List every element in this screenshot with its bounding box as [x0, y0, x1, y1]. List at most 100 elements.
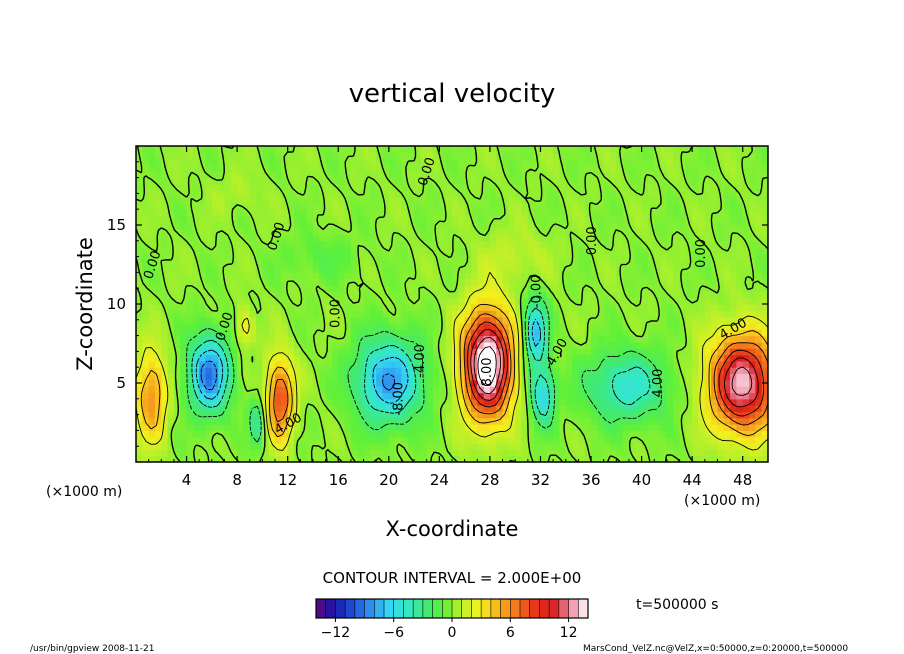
heat-cell [464, 146, 472, 153]
heat-cell [331, 329, 339, 337]
heat-cell [426, 234, 434, 242]
heat-cell [401, 322, 409, 330]
heat-cell [635, 379, 643, 387]
heat-cell [565, 386, 573, 394]
heat-cell [161, 386, 169, 394]
heat-cell [654, 405, 662, 413]
heat-cell [287, 398, 295, 406]
heat-cell [275, 405, 282, 413]
heat-cell [161, 322, 169, 330]
heat-cell [344, 417, 352, 425]
heat-cell [692, 164, 700, 172]
heat-cell [338, 240, 346, 248]
heat-cell [262, 424, 270, 431]
heat-cell [458, 146, 466, 153]
heat-cell [268, 322, 276, 330]
heat-cell [300, 360, 308, 368]
heat-cell [742, 247, 750, 255]
heat-cell [584, 266, 592, 273]
heat-cell [502, 196, 510, 204]
heat-cell [546, 253, 554, 261]
heat-cell [654, 285, 662, 292]
heat-cell [199, 436, 207, 444]
heat-cell [458, 259, 466, 267]
heat-cell [350, 259, 358, 267]
heat-cell [559, 379, 567, 387]
heat-cell [572, 411, 579, 419]
heat-cell [243, 335, 251, 343]
heat-cell [230, 158, 238, 166]
heat-cell [452, 146, 459, 153]
heat-cell [635, 411, 643, 419]
heat-cell [407, 386, 415, 394]
heat-cell [357, 177, 365, 185]
heat-cell [559, 171, 567, 179]
heat-cell [616, 278, 624, 286]
heat-cell [243, 209, 251, 217]
heat-cell [275, 234, 282, 242]
heat-cell [565, 146, 573, 153]
heat-cell [281, 341, 289, 349]
heat-cell [698, 310, 706, 318]
heat-cell [357, 152, 365, 160]
heat-cell [350, 190, 358, 198]
heat-cell [268, 392, 276, 400]
heat-cell [344, 424, 352, 431]
heat-cell [287, 360, 295, 368]
heat-cell [749, 291, 756, 299]
heat-cell [761, 272, 768, 280]
heat-cell [154, 164, 162, 172]
heat-cell [711, 158, 719, 166]
heat-cell [445, 424, 453, 431]
heat-cell [761, 329, 768, 337]
heat-cell [369, 247, 377, 255]
heat-cell [635, 367, 643, 375]
heat-cell [559, 266, 567, 273]
heat-cell [527, 247, 535, 255]
heat-cell [477, 322, 485, 330]
heat-cell [711, 266, 719, 273]
heat-cell [388, 455, 396, 462]
heat-cell [376, 278, 384, 286]
heat-cell [597, 278, 605, 286]
heat-cell [603, 171, 611, 179]
heat-cell [730, 436, 737, 444]
heat-cell [211, 373, 219, 381]
heat-cell [331, 430, 339, 438]
heat-cell [357, 285, 365, 292]
heat-cell [508, 443, 516, 450]
heat-cell [199, 310, 207, 318]
heat-cell [647, 329, 655, 337]
heat-cell [312, 291, 320, 299]
heat-cell [401, 183, 409, 191]
heat-cell [306, 152, 314, 160]
heat-cell [256, 158, 263, 166]
heat-cell [445, 322, 453, 330]
heat-cell [306, 360, 314, 368]
heat-cell [553, 367, 561, 375]
heat-cell [704, 196, 712, 204]
heat-cell [527, 304, 535, 311]
heat-cell [338, 146, 346, 153]
heat-cell [148, 430, 156, 438]
heat-cell [445, 430, 453, 438]
heat-cell [572, 278, 579, 286]
heat-cell [553, 341, 561, 349]
heat-cell [230, 405, 238, 413]
heat-cell [704, 392, 712, 400]
heat-cell [470, 291, 478, 299]
heat-cell [452, 405, 459, 413]
heat-cell [161, 329, 169, 337]
heat-cell [692, 417, 700, 425]
heat-cell [483, 360, 491, 368]
heat-cell [325, 348, 333, 356]
heat-cell [502, 411, 510, 419]
heat-cell [294, 259, 301, 267]
heat-cell [148, 266, 156, 273]
heat-cell [136, 171, 143, 179]
heat-cell [578, 247, 586, 255]
heat-cell [730, 424, 737, 431]
heat-cell [464, 209, 472, 217]
heat-cell [635, 297, 643, 305]
heat-cell [395, 202, 403, 210]
